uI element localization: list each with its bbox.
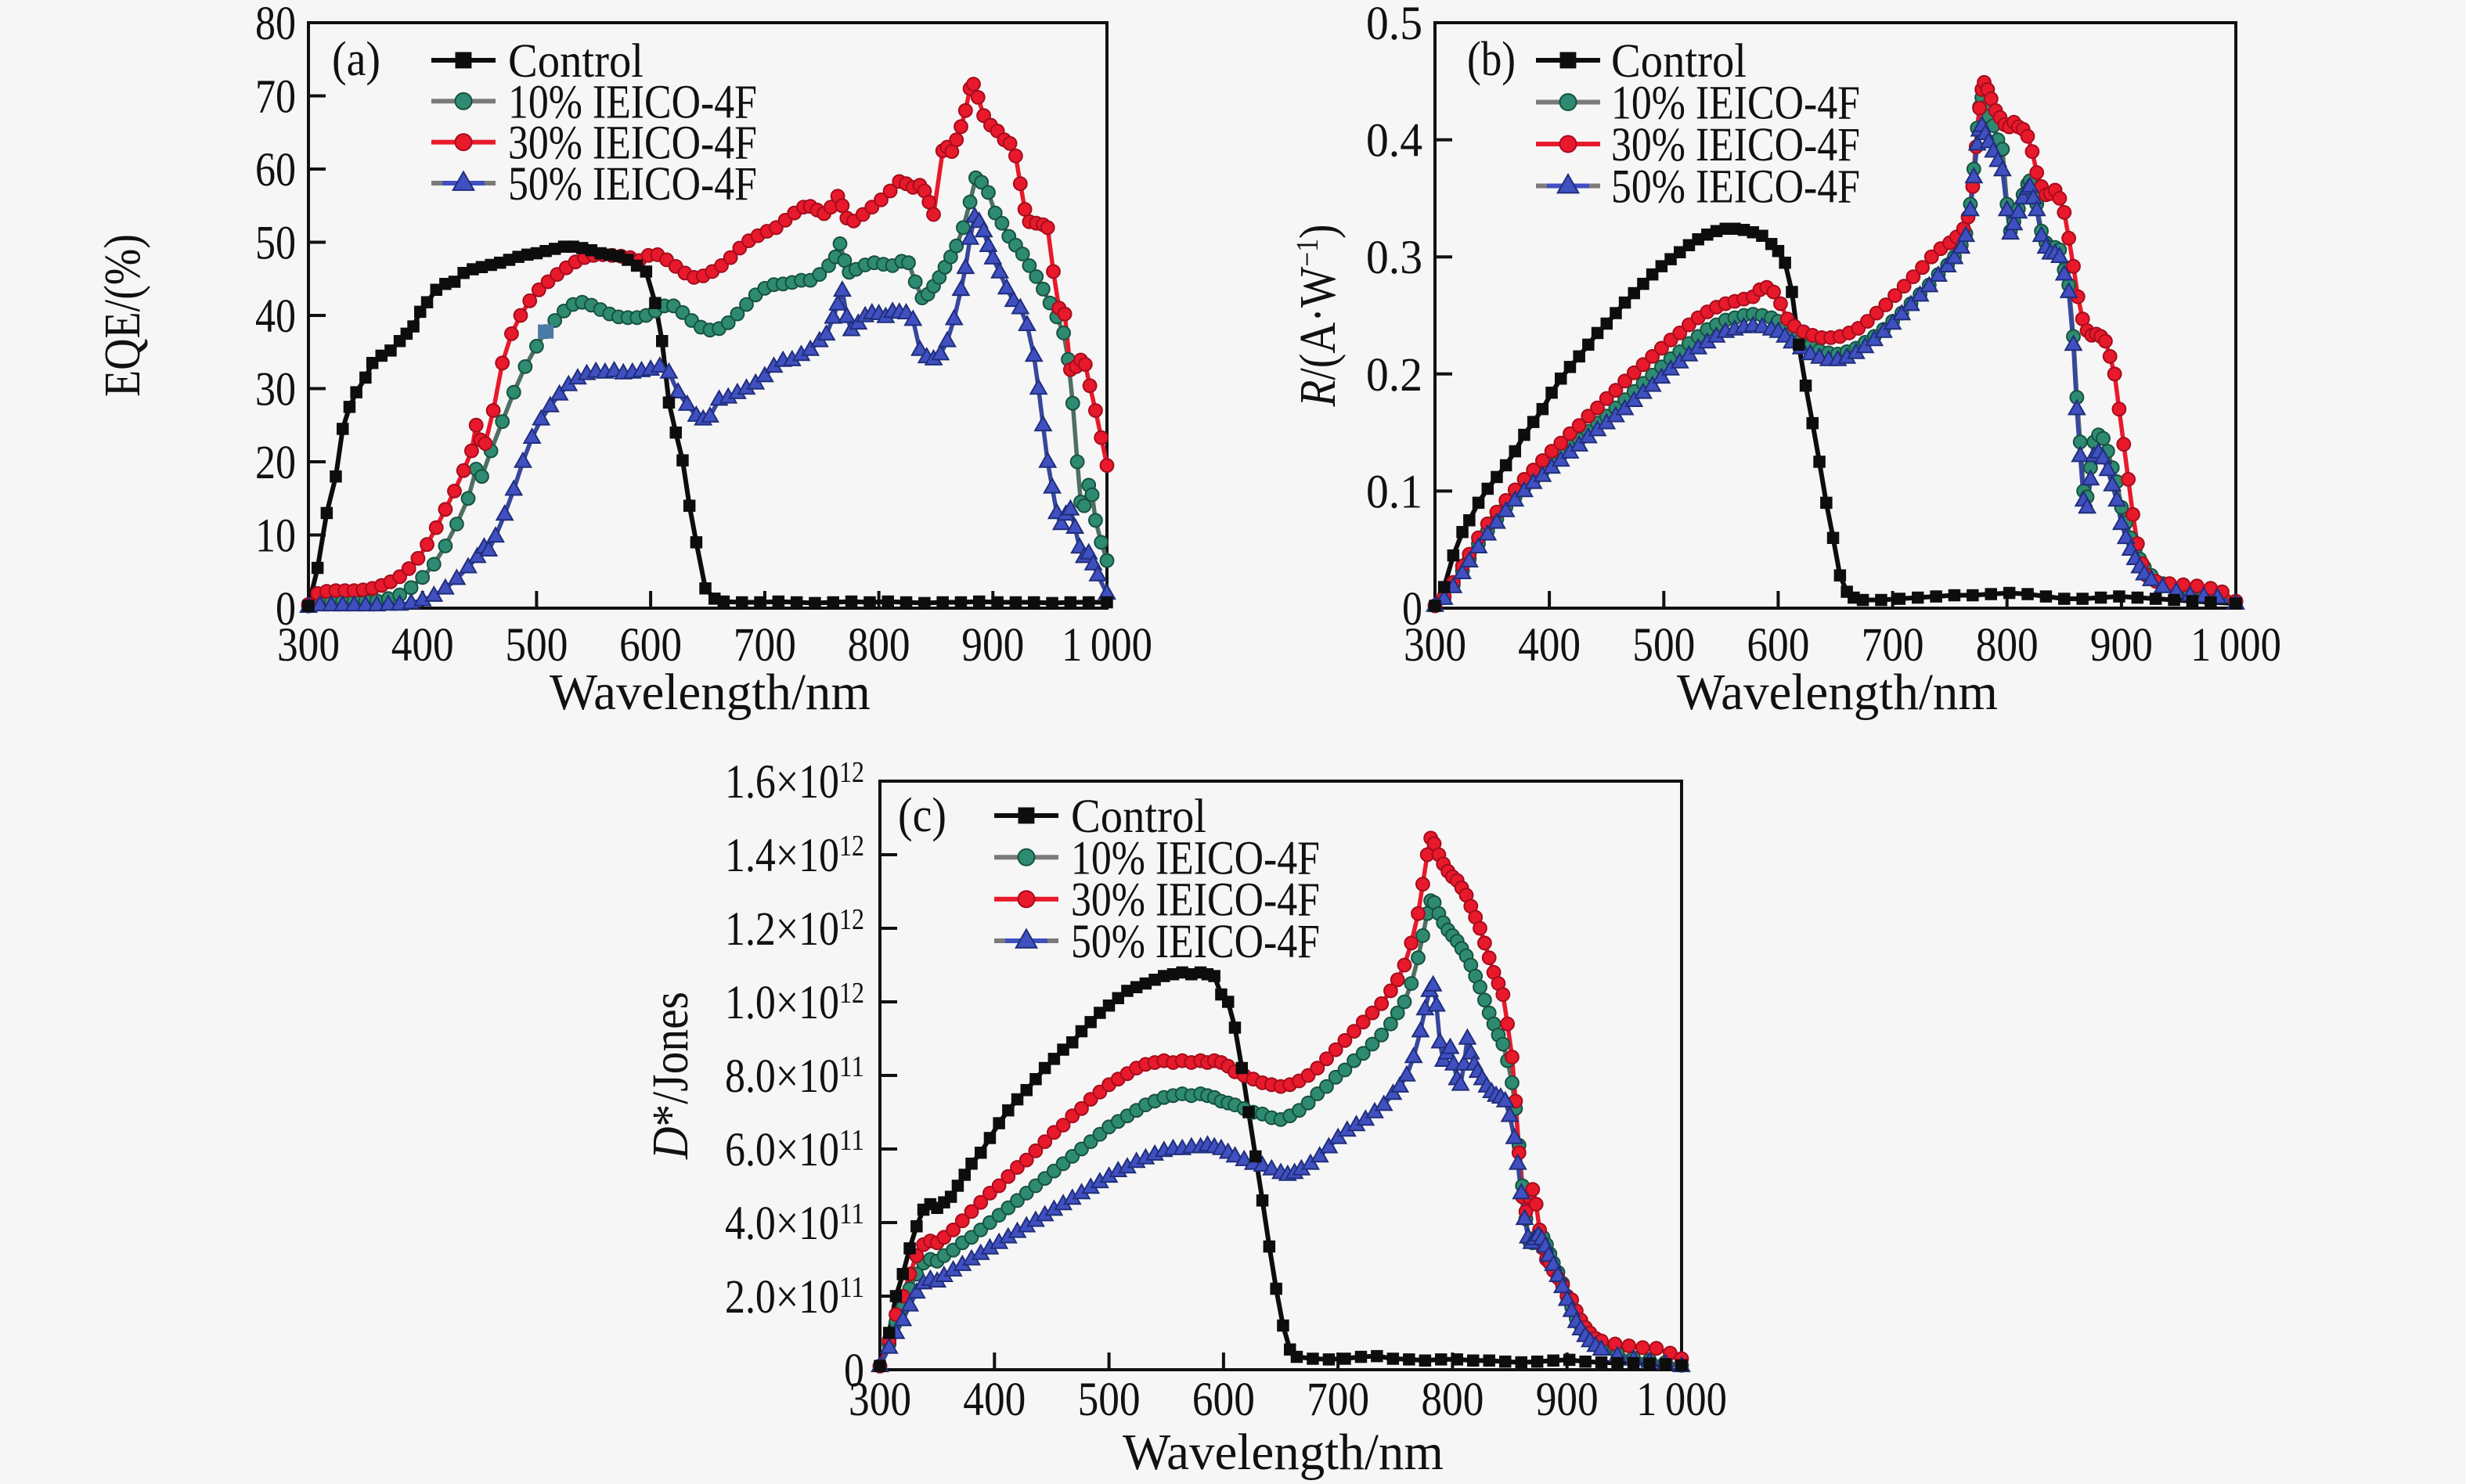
svg-text:1.2×1012: 1.2×1012 [725, 903, 864, 956]
svg-text:20: 20 [255, 437, 296, 489]
svg-text:Control: Control [1611, 35, 1747, 88]
svg-text:10% IEICO-4F: 10% IEICO-4F [1071, 832, 1320, 884]
svg-text:400: 400 [391, 619, 454, 672]
svg-text:700: 700 [1307, 1374, 1369, 1426]
svg-text:600: 600 [1747, 619, 1809, 672]
svg-text:30% IEICO-4F: 30% IEICO-4F [1611, 119, 1860, 171]
svg-text:30% IEICO-4F: 30% IEICO-4F [1071, 874, 1320, 927]
svg-text:1.6×1012: 1.6×1012 [725, 756, 864, 809]
svg-text:40: 40 [255, 290, 296, 343]
svg-text:600: 600 [1192, 1374, 1255, 1426]
svg-text:80: 80 [255, 0, 296, 50]
svg-text:EQE/(%): EQE/(%) [94, 234, 151, 397]
svg-text:0: 0 [1402, 583, 1422, 636]
svg-text:900: 900 [2090, 619, 2153, 672]
svg-text:70: 70 [255, 71, 296, 124]
svg-text:10: 10 [255, 510, 296, 563]
svg-text:500: 500 [1632, 619, 1695, 672]
svg-text:0: 0 [276, 583, 296, 636]
svg-text:2.0×1011: 2.0×1011 [725, 1271, 864, 1324]
svg-text:4.0×1011: 4.0×1011 [725, 1198, 864, 1250]
svg-text:300: 300 [277, 619, 340, 672]
svg-text:50% IEICO-4F: 50% IEICO-4F [1071, 916, 1320, 968]
svg-text:0: 0 [844, 1345, 864, 1397]
svg-text:0.5: 0.5 [1366, 0, 1422, 50]
svg-text:1 000: 1 000 [2190, 619, 2281, 672]
svg-text:30% IEICO-4F: 30% IEICO-4F [508, 117, 757, 170]
svg-text:800: 800 [1421, 1374, 1484, 1426]
svg-text:1.4×1012: 1.4×1012 [725, 830, 864, 882]
svg-text:800: 800 [1976, 619, 2039, 672]
svg-text:(a): (a) [332, 33, 380, 86]
svg-text:400: 400 [1518, 619, 1581, 672]
svg-text:300: 300 [1404, 619, 1466, 672]
svg-text:900: 900 [961, 619, 1024, 672]
svg-text:(c): (c) [898, 789, 946, 842]
svg-text:Control: Control [508, 35, 644, 88]
svg-text:0.3: 0.3 [1366, 232, 1422, 284]
svg-text:0.1: 0.1 [1366, 466, 1422, 518]
svg-text:6.0×1011: 6.0×1011 [725, 1124, 864, 1176]
svg-text:Wavelength/nm: Wavelength/nm [550, 664, 871, 721]
svg-text:1.0×1012: 1.0×1012 [725, 977, 864, 1029]
svg-text:1 000: 1 000 [1636, 1374, 1727, 1426]
svg-text:800: 800 [848, 619, 910, 672]
svg-text:60: 60 [255, 144, 296, 196]
svg-text:50% IEICO-4F: 50% IEICO-4F [508, 158, 757, 211]
svg-text:8.0×1011: 8.0×1011 [725, 1050, 864, 1103]
svg-text:0.4: 0.4 [1366, 115, 1422, 167]
svg-text:Wavelength/nm: Wavelength/nm [1123, 1424, 1444, 1480]
svg-text:1 000: 1 000 [1062, 619, 1152, 672]
svg-text:D*/Jones: D*/Jones [642, 992, 699, 1160]
svg-text:(b): (b) [1467, 33, 1516, 86]
svg-text:Wavelength/nm: Wavelength/nm [1677, 664, 1998, 721]
svg-text:50: 50 [255, 218, 296, 270]
svg-text:400: 400 [963, 1374, 1026, 1426]
svg-text:10% IEICO-4F: 10% IEICO-4F [508, 76, 757, 128]
svg-text:700: 700 [1862, 619, 1924, 672]
svg-text:500: 500 [1078, 1374, 1141, 1426]
svg-text:0.2: 0.2 [1366, 349, 1422, 402]
svg-text:900: 900 [1536, 1374, 1599, 1426]
svg-text:Control: Control [1071, 791, 1206, 843]
svg-text:700: 700 [734, 619, 796, 672]
svg-text:600: 600 [619, 619, 682, 672]
svg-text:500: 500 [505, 619, 568, 672]
svg-text:30: 30 [255, 364, 296, 416]
svg-text:300: 300 [849, 1374, 911, 1426]
svg-text:10% IEICO-4F: 10% IEICO-4F [1611, 77, 1860, 130]
svg-text:50% IEICO-4F: 50% IEICO-4F [1611, 161, 1860, 214]
